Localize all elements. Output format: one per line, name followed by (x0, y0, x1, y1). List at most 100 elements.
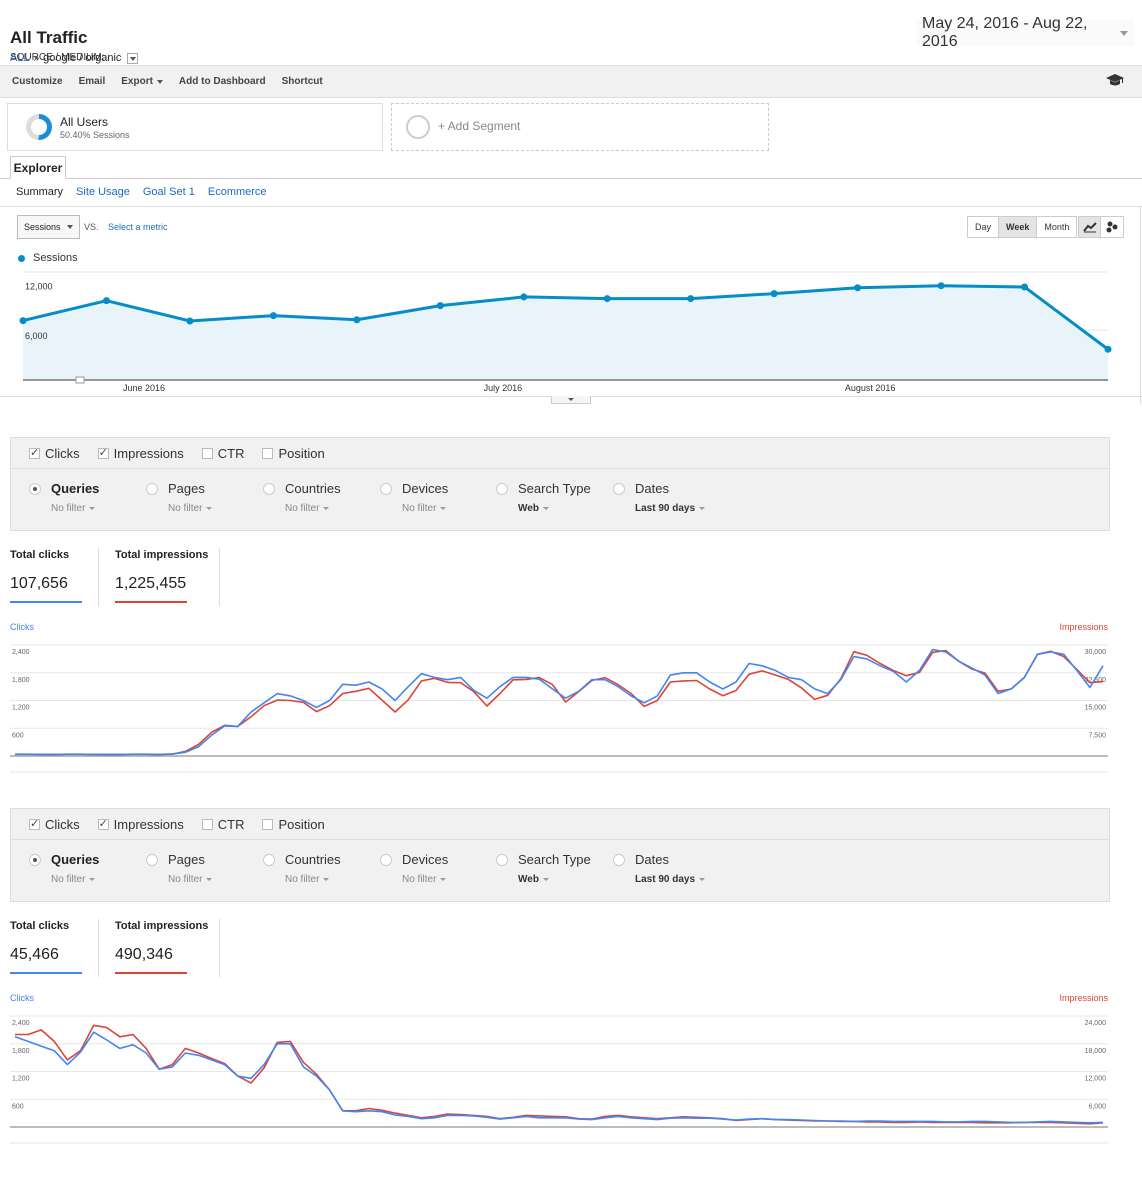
radio-button[interactable] (146, 482, 158, 495)
dimension-devices-radio[interactable]: Devices (380, 852, 448, 867)
radio-button[interactable] (263, 853, 275, 866)
checkbox-box[interactable] (97, 446, 109, 459)
radio-button[interactable] (29, 482, 41, 495)
dimension-pages-filter[interactable]: No filter (168, 874, 213, 885)
total-impressions-label: Total impressions (115, 549, 209, 561)
dimension-countries-filter[interactable]: No filter (285, 503, 330, 514)
period-week-button[interactable]: Week (999, 217, 1038, 237)
customize-button[interactable]: Customize (12, 76, 63, 87)
dimension-countries-radio[interactable]: Countries (263, 852, 341, 867)
period-day-button[interactable]: Day (968, 217, 1000, 237)
radio-button[interactable] (613, 482, 625, 495)
metric-clicks-checkbox[interactable]: Clicks (29, 446, 80, 461)
metric-impressions-checkbox[interactable]: Impressions (97, 817, 184, 832)
left-tick-label: 1,800 (12, 677, 30, 684)
sessions-point[interactable] (436, 302, 444, 310)
dimension-countries-filter[interactable]: No filter (285, 874, 330, 885)
radio-button[interactable] (263, 482, 275, 495)
metric-ctr-checkbox[interactable]: CTR (201, 817, 244, 832)
dimension-dates-filter[interactable]: Last 90 days (635, 874, 706, 885)
sessions-point[interactable] (937, 282, 945, 290)
metric-position-label: Position (278, 445, 325, 461)
subtab-goal-set-1[interactable]: Goal Set 1 (142, 186, 195, 198)
dimension-pages-radio[interactable]: Pages (146, 481, 205, 496)
add-segment-button[interactable]: + Add Segment (391, 103, 769, 151)
dimension-devices-filter[interactable]: No filter (402, 874, 447, 885)
dimension-bar: Queries No filter Pages No filter (10, 469, 1110, 531)
dimension-queries-radio[interactable]: Queries (29, 852, 99, 867)
right-axis-title: Impressions (1059, 993, 1108, 1003)
period-month-button[interactable]: Month (1037, 217, 1077, 237)
metric-clicks-checkbox[interactable]: Clicks (29, 817, 80, 832)
dimension-search-type-filter[interactable]: Web (518, 874, 549, 885)
dimension-dates-radio[interactable]: Dates (613, 481, 669, 496)
dimension-queries-filter[interactable]: No filter (51, 874, 96, 885)
sessions-point[interactable] (854, 284, 862, 292)
checkbox-box[interactable] (262, 818, 274, 830)
checkbox-box[interactable] (262, 447, 274, 459)
x-tick-label: July 2016 (484, 383, 523, 393)
export-button[interactable]: Export (121, 76, 163, 87)
email-button[interactable]: Email (79, 76, 106, 87)
metric-select[interactable]: Sessions (17, 215, 80, 239)
report-toolbar: Customize Email Export Add to Dashboard … (0, 65, 1142, 98)
sessions-point[interactable] (603, 295, 611, 303)
dimension-search-type-radio[interactable]: Search Type (496, 481, 591, 496)
sessions-point[interactable] (1021, 283, 1029, 291)
metric-position-checkbox[interactable]: Position (262, 817, 325, 832)
sessions-point[interactable] (520, 293, 528, 301)
chart-collapse-handle[interactable] (551, 396, 591, 404)
radio-button[interactable] (496, 853, 508, 866)
graduation-cap-icon[interactable] (1106, 73, 1124, 87)
radio-button[interactable] (29, 853, 41, 866)
sessions-point[interactable] (353, 316, 361, 324)
metric-position-checkbox[interactable]: Position (262, 445, 325, 461)
dimension-queries-radio[interactable]: Queries (29, 481, 99, 496)
dimension-search-type-filter[interactable]: Web (518, 503, 549, 514)
checkbox-box[interactable] (201, 447, 213, 459)
dimension-countries-radio[interactable]: Countries (263, 481, 341, 496)
sessions-point[interactable] (102, 297, 110, 305)
segment-all-users[interactable]: All Users 50.40% Sessions (7, 103, 383, 151)
dimension-pages-radio[interactable]: Pages (146, 852, 205, 867)
tab-explorer[interactable]: Explorer (10, 156, 66, 179)
sessions-point[interactable] (186, 317, 194, 325)
metric-ctr-checkbox[interactable]: CTR (201, 446, 244, 461)
annotation-marker-icon[interactable] (75, 376, 85, 384)
chevron-down-icon (699, 507, 706, 510)
subtab-summary[interactable]: Summary (16, 186, 64, 198)
radio-button[interactable] (380, 482, 392, 495)
date-range-picker[interactable]: May 24, 2016 - Aug 22, 2016 (916, 15, 1134, 50)
sessions-point[interactable] (1104, 345, 1112, 353)
breadcrumb-dropdown-icon[interactable] (127, 52, 139, 64)
checkbox-box[interactable] (29, 446, 40, 459)
dimension-devices-filter[interactable]: No filter (402, 503, 447, 514)
sessions-point[interactable] (770, 290, 778, 298)
select-metric-link[interactable]: Select a metric (108, 222, 168, 232)
dimension-pages-filter[interactable]: No filter (168, 503, 213, 514)
radio-button[interactable] (380, 853, 392, 866)
motion-chart-button[interactable] (1101, 217, 1123, 237)
checkbox-box[interactable] (201, 818, 213, 830)
sessions-point[interactable] (687, 295, 695, 303)
breadcrumb-root-link[interactable]: ALL (10, 52, 30, 64)
radio-button[interactable] (496, 482, 508, 495)
shortcut-button[interactable]: Shortcut (282, 76, 323, 87)
dimension-dates-radio[interactable]: Dates (613, 852, 669, 867)
metric-impressions-checkbox[interactable]: Impressions (97, 446, 184, 461)
checkbox-box[interactable] (97, 817, 109, 830)
breadcrumb: ALL » SOURCE / MEDIUM: google / organic (10, 52, 139, 64)
sessions-point[interactable] (269, 312, 277, 320)
radio-button[interactable] (146, 853, 158, 866)
dimension-queries-filter[interactable]: No filter (51, 503, 96, 514)
dimension-dates-filter[interactable]: Last 90 days (635, 503, 706, 514)
subtab-ecommerce[interactable]: Ecommerce (207, 186, 267, 198)
add-to-dashboard-button[interactable]: Add to Dashboard (179, 76, 266, 87)
dimension-search-type-radio[interactable]: Search Type (496, 852, 591, 867)
sessions-point[interactable] (19, 317, 27, 325)
radio-button[interactable] (613, 853, 625, 866)
line-chart-button[interactable] (1079, 217, 1101, 237)
subtab-site-usage[interactable]: Site Usage (76, 186, 130, 198)
dimension-devices-radio[interactable]: Devices (380, 481, 448, 496)
checkbox-box[interactable] (29, 817, 40, 830)
